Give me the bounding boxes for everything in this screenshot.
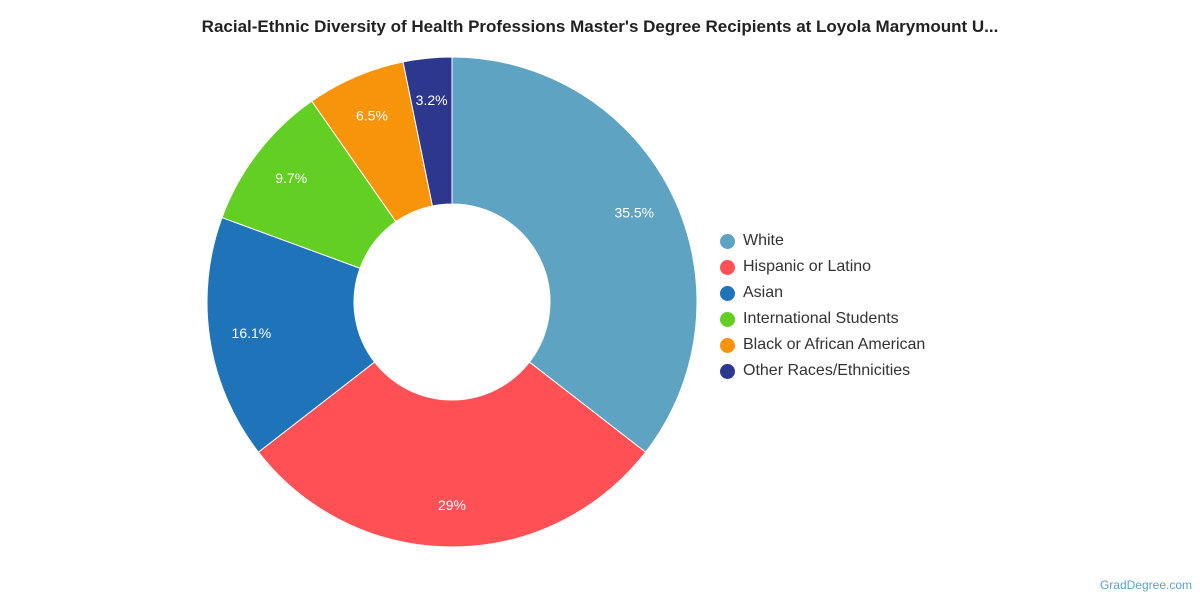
chart-title: Racial-Ethnic Diversity of Health Profes… [201,17,999,36]
legend-item-other-races-ethnicities[interactable]: Other Races/Ethnicities [720,358,925,384]
legend-item-hispanic-or-latino[interactable]: Hispanic or Latino [720,254,925,280]
legend-item-white[interactable]: White [720,228,925,254]
slice-hispanic-or-latino[interactable] [257,361,647,548]
slice-label-asian: 16.1% [232,325,272,341]
slice-label-other-races-ethnicities: 3.2% [416,92,448,108]
legend-item-asian[interactable]: Asian [720,280,925,306]
source-credit[interactable]: GradDegree.com [1099,578,1192,592]
legend-swatch [720,233,735,249]
slice-label-international-students: 9.7% [275,170,307,186]
legend-label: International Students [743,310,899,327]
legend-swatch [720,285,735,301]
legend-label: Black or African American [743,336,926,353]
legend-swatch [720,337,735,353]
legend-label: Hispanic or Latino [743,258,872,275]
slice-other-races-ethnicities[interactable] [402,56,453,207]
legend-item-international-students[interactable]: International Students [720,306,925,332]
legend-swatch [720,363,735,379]
slice-label-black-or-african-american: 6.5% [356,107,388,123]
legend-label: Other Races/Ethnicities [743,362,911,379]
slice-label-hispanic-or-latino: 29% [438,497,466,513]
slice-white[interactable] [451,56,698,453]
legend-swatch [720,259,735,275]
slice-asian[interactable] [206,216,376,453]
legend-swatch [720,311,735,327]
legend-label: Asian [743,284,784,301]
legend-label: White [743,232,784,249]
chart-legend: White Hispanic or Latino Asian Internationa… [720,228,925,384]
slice-label-white: 35.5% [614,205,654,221]
legend-item-black-or-african-american[interactable]: Black or African American [720,332,925,358]
